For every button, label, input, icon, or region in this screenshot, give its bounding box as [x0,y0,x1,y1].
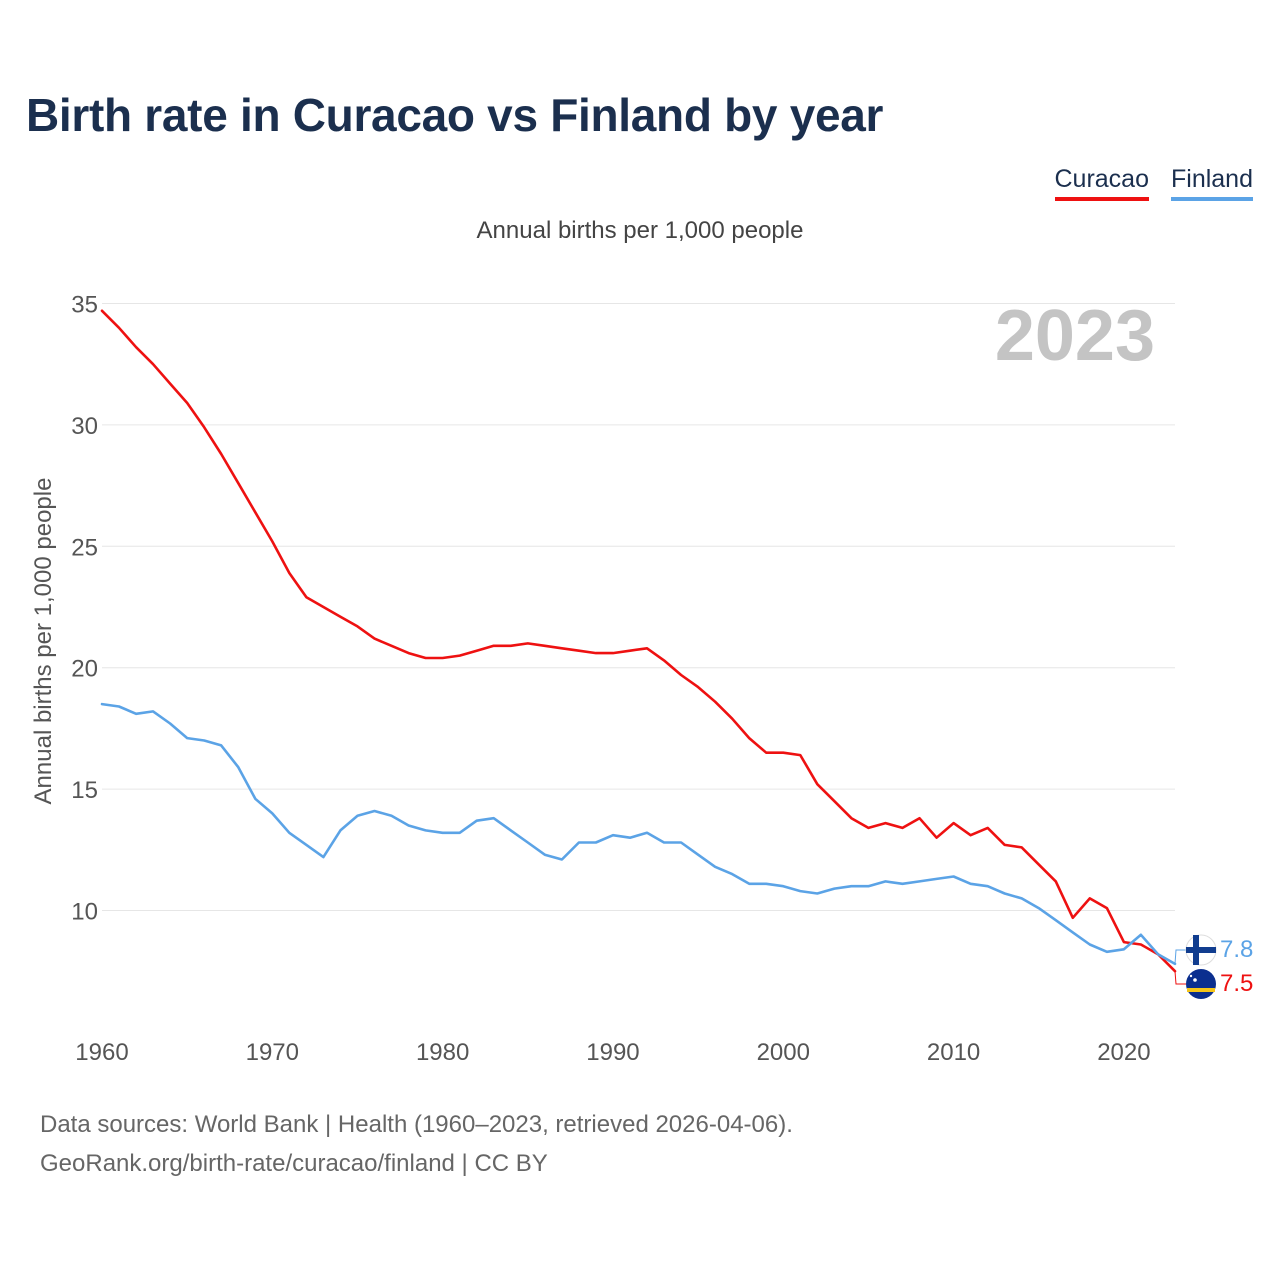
x-tick-label: 1990 [586,1039,639,1066]
curacao-flag-icon [1186,969,1216,999]
y-axis-ticks: 10 15 20 25 30 35 [71,292,98,926]
y-tick-label: 35 [71,292,98,319]
finland-flag-cross-v [1193,935,1199,965]
finland-flag-cross-h [1186,947,1216,953]
legend-item-curacao[interactable]: Curacao [1054,164,1149,201]
curacao-flag-bg [1186,969,1216,999]
curacao-flag-star-small [1189,974,1193,978]
end-value-curacao: 7.5 [1220,970,1253,997]
footer-url[interactable]: GeoRank.org/birth-rate/curacao/finland |… [40,1150,548,1177]
x-tick-label: 1970 [246,1039,299,1066]
grid-lines [102,303,1175,911]
connector-curacao [1174,971,1186,985]
y-tick-label: 30 [71,413,98,440]
legend: Curacao Finland [1054,164,1253,201]
y-tick-label: 20 [71,656,98,683]
series-lines [100,309,1177,973]
y-tick-label: 15 [71,777,98,804]
footer: Data sources: World Bank | Health (1960–… [40,1105,793,1183]
curacao-flag-stripe [1187,988,1215,992]
x-tick-label: 2020 [1097,1039,1150,1066]
line-chart: 10 15 20 25 30 35 1960 1970 1980 1990 2000 2010 202… [30,292,1253,1067]
end-value-finland: 7.8 [1220,936,1253,963]
series-line-finland[interactable] [100,702,1177,966]
x-axis-ticks: 1960 1970 1980 1990 2000 2010 2020 [75,1039,1150,1066]
y-tick-label: 10 [71,899,98,926]
legend-item-finland[interactable]: Finland [1171,164,1253,201]
x-tick-label: 2010 [927,1039,980,1066]
y-axis-label: Annual births per 1,000 people [30,478,57,805]
chart-subtitle: Annual births per 1,000 people [476,217,804,244]
y-tick-label: 25 [71,534,98,561]
footer-source: Data sources: World Bank | Health (1960–… [40,1111,793,1138]
series-line-curacao[interactable] [100,309,1177,973]
x-tick-label: 2000 [757,1039,810,1066]
x-tick-label: 1960 [75,1039,128,1066]
chart-title: Birth rate in Curacao vs Finland by year [26,89,884,141]
finland-flag-icon [1185,934,1217,966]
end-markers: 7.87.5 [1174,934,1253,999]
x-tick-label: 1980 [416,1039,469,1066]
curacao-flag-star [1193,978,1197,982]
year-watermark: 2023 [995,296,1155,376]
connector-finland [1174,949,1186,964]
